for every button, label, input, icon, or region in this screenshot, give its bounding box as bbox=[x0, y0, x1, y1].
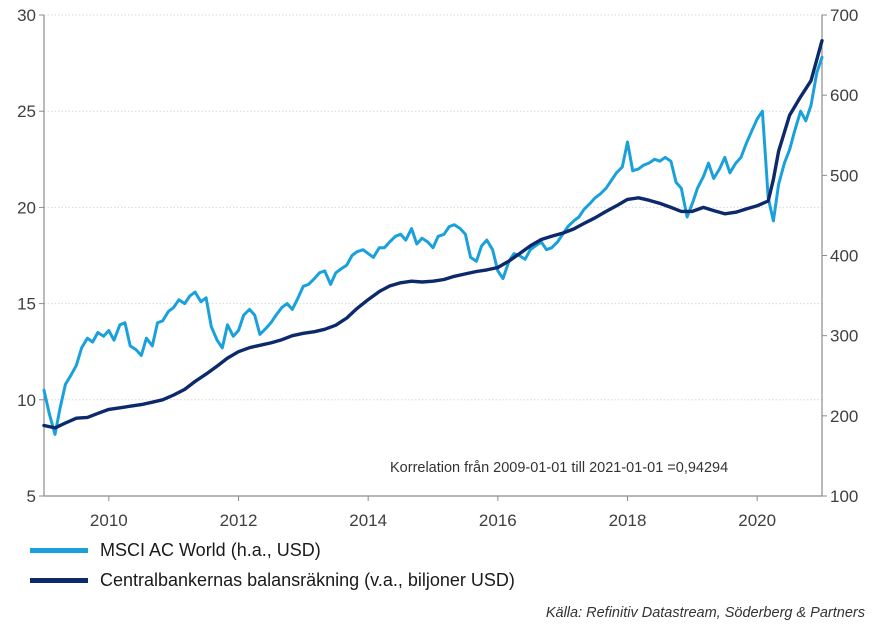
y-left-tick-label: 20 bbox=[17, 198, 36, 217]
series-line-central-banks bbox=[42, 39, 824, 430]
legend-label-msci: MSCI AC World (h.a., USD) bbox=[100, 540, 321, 560]
grid-lines bbox=[44, 14, 822, 401]
legend-item-msci: MSCI AC World (h.a., USD) bbox=[30, 540, 321, 561]
x-tick-label: 2018 bbox=[609, 511, 647, 530]
y-right-tick-label: 500 bbox=[830, 166, 858, 185]
y-left-tick-label: 30 bbox=[17, 6, 36, 25]
series-line-msci bbox=[42, 55, 824, 436]
legend-swatch-central-banks bbox=[30, 578, 88, 583]
x-tick-label: 2016 bbox=[479, 511, 517, 530]
legend-label-central-banks: Centralbankernas balansräkning (v.a., bi… bbox=[100, 570, 515, 590]
legend-item-central-banks: Centralbankernas balansräkning (v.a., bi… bbox=[30, 570, 515, 591]
y-left-tick-label: 25 bbox=[17, 102, 36, 121]
source-note: Källa: Refinitiv Datastream, Söderberg &… bbox=[545, 605, 865, 621]
y-right-tick-label: 700 bbox=[830, 6, 858, 25]
tick-labels: 5 10 15 20 25 30 100 200 300 400 500 600 700 2010 2012… bbox=[17, 6, 858, 530]
y-left-tick-label: 5 bbox=[27, 487, 36, 506]
x-tick-label: 2012 bbox=[220, 511, 258, 530]
y-left-tick-label: 10 bbox=[17, 391, 36, 410]
y-left-tick-label: 15 bbox=[17, 295, 36, 314]
y-right-tick-label: 200 bbox=[830, 407, 858, 426]
x-tick-label: 2010 bbox=[90, 511, 128, 530]
correlation-annotation: Korrelation från 2009-01-01 till 2021-01… bbox=[390, 460, 728, 476]
legend-swatch-msci bbox=[30, 548, 88, 553]
x-tick-label: 2020 bbox=[738, 511, 776, 530]
axes bbox=[39, 14, 827, 501]
y-right-tick-label: 400 bbox=[830, 247, 858, 266]
y-right-tick-label: 600 bbox=[830, 86, 858, 105]
series-lines bbox=[42, 39, 824, 436]
y-right-tick-label: 300 bbox=[830, 327, 858, 346]
y-right-tick-label: 100 bbox=[830, 487, 858, 506]
x-tick-label: 2014 bbox=[349, 511, 387, 530]
